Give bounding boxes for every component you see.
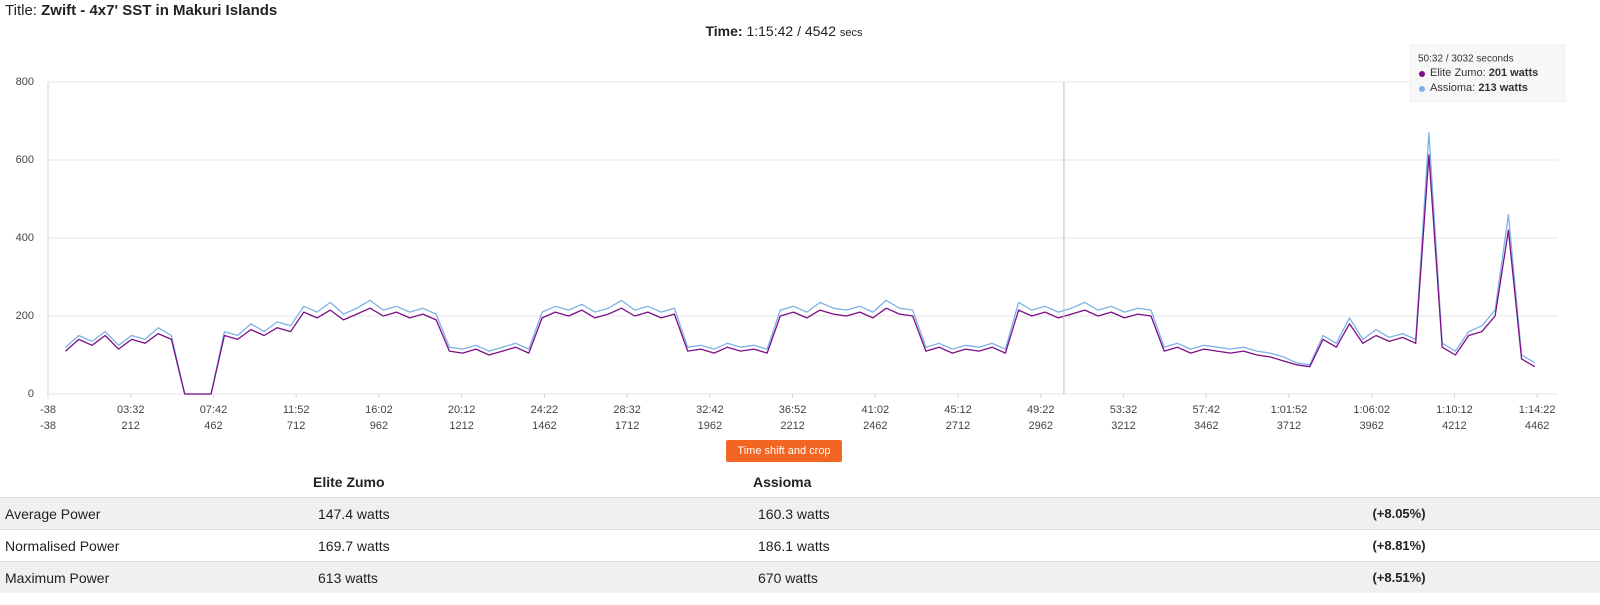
x-tick-label: 20:12	[448, 404, 476, 416]
x-tick-seconds: 3462	[1194, 420, 1218, 432]
x-tick-seconds: 2962	[1029, 420, 1053, 432]
tooltip: 50:32 / 3032 seconds Elite Zumo: 201 watt…	[1409, 44, 1566, 103]
x-tick-label: -38	[40, 404, 56, 416]
x-tick-label: 1:14:22	[1519, 404, 1556, 416]
row-label: Average Power	[0, 497, 313, 530]
x-tick-label: 16:02	[365, 404, 393, 416]
x-tick-seconds: 212	[122, 420, 140, 432]
x-tick-seconds: 1462	[532, 420, 556, 432]
tooltip-dot	[1419, 71, 1425, 77]
title-label: Title:	[5, 2, 37, 19]
tooltip-value: 201	[1489, 67, 1507, 79]
x-tick-seconds: 962	[370, 420, 388, 432]
x-tick-label: 57:42	[1192, 404, 1220, 416]
stats-table: Elite Zumo Assioma Average Power 147.4 wa…	[0, 466, 1600, 593]
x-tick-seconds: 1962	[698, 420, 722, 432]
x-tick-seconds: 2462	[863, 420, 887, 432]
x-tick-label: 41:02	[862, 404, 890, 416]
cell-value: 186.1 watts	[753, 529, 1193, 562]
tooltip-unit: watts	[1499, 82, 1528, 94]
tooltip-header: 50:32 / 3032 seconds	[1418, 54, 1514, 65]
cell-value: 147.4 watts	[313, 497, 753, 530]
tooltip-row: Elite Zumo: 201 watts	[1430, 67, 1538, 79]
cell-value: 613 watts	[313, 561, 753, 593]
table-row: Normalised Power 169.7 watts 186.1 watts (+…	[0, 529, 1600, 562]
tooltip-unit: watts	[1509, 67, 1538, 79]
series-line	[65, 132, 1536, 395]
x-tick-label: 36:52	[779, 404, 807, 416]
x-tick-seconds: -38	[40, 420, 56, 432]
title: Title: Zwift - 4x7' SST in Makuri Island…	[5, 2, 277, 19]
tooltip-label: Assioma:	[1430, 82, 1475, 94]
difference: (+8.51%)	[1193, 561, 1600, 593]
x-tick-label: 03:32	[117, 404, 145, 416]
row-label: Maximum Power	[0, 561, 313, 593]
time-value: 1:15:42 / 4542	[746, 23, 836, 39]
x-tick-label: 49:22	[1027, 404, 1055, 416]
y-tick-label: 800	[16, 76, 34, 88]
x-tick-label: 53:32	[1110, 404, 1138, 416]
cell-value: 169.7 watts	[313, 529, 753, 562]
x-tick-seconds: 3212	[1111, 420, 1135, 432]
tooltip-label: Elite Zumo:	[1430, 67, 1486, 79]
x-tick-label: 32:42	[696, 404, 724, 416]
tooltip-row: Assioma: 213 watts	[1430, 82, 1528, 94]
x-tick-label: 45:12	[944, 404, 972, 416]
tooltip-box	[1409, 44, 1566, 103]
x-tick-seconds: 1712	[615, 420, 639, 432]
x-tick-seconds: 4212	[1442, 420, 1466, 432]
title-text: Zwift - 4x7' SST in Makuri Islands	[41, 2, 278, 19]
cell-value: 670 watts	[753, 561, 1193, 593]
row-label: Normalised Power	[0, 529, 313, 562]
y-tick-label: 600	[16, 154, 34, 166]
y-tick-label: 200	[16, 310, 34, 322]
cell-value: 160.3 watts	[753, 497, 1193, 530]
time-label: Time:	[705, 23, 743, 39]
column-header: Elite Zumo	[313, 473, 385, 490]
x-tick-seconds: 2712	[946, 420, 970, 432]
chart: 0 200 400 600 800 -38 -38 03:32 212 07:42 462 11:52…	[15, 44, 1566, 432]
time-unit: secs	[839, 27, 863, 39]
x-tick-seconds: 712	[287, 420, 305, 432]
x-tick-seconds: 4462	[1525, 420, 1549, 432]
y-tick-label: 400	[16, 232, 34, 244]
x-tick-label: 11:52	[283, 404, 310, 416]
x-tick-seconds: 3962	[1359, 420, 1383, 432]
difference: (+8.81%)	[1193, 529, 1600, 562]
x-tick-label: 28:32	[613, 404, 641, 416]
y-tick-label: 0	[28, 388, 34, 400]
x-tick-seconds: 1212	[449, 420, 473, 432]
table-header: Elite Zumo Assioma	[0, 466, 1600, 498]
x-tick-label: 07:42	[200, 404, 228, 416]
x-tick-label: 1:01:52	[1271, 404, 1308, 416]
time: Time: 1:15:42 / 4542 secs	[0, 23, 1568, 39]
x-tick-seconds: 2212	[780, 420, 804, 432]
time-shift-button[interactable]: Time shift and crop	[726, 440, 842, 462]
tooltip-value: 213	[1478, 82, 1496, 94]
x-tick-label: 24:22	[531, 404, 559, 416]
difference: (+8.05%)	[1193, 497, 1600, 530]
table-row: Maximum Power 613 watts 670 watts (+8.51%)	[0, 561, 1600, 593]
x-tick-seconds: 462	[204, 420, 222, 432]
series-line	[65, 154, 1536, 395]
x-tick-label: 1:10:12	[1436, 404, 1473, 416]
column-header: Assioma	[753, 473, 812, 490]
table-row: Average Power 147.4 watts 160.3 watts (+8.0…	[0, 497, 1600, 530]
x-tick-label: 1:06:02	[1353, 404, 1390, 416]
x-tick-seconds: 3712	[1277, 420, 1301, 432]
tooltip-dot	[1419, 86, 1425, 92]
